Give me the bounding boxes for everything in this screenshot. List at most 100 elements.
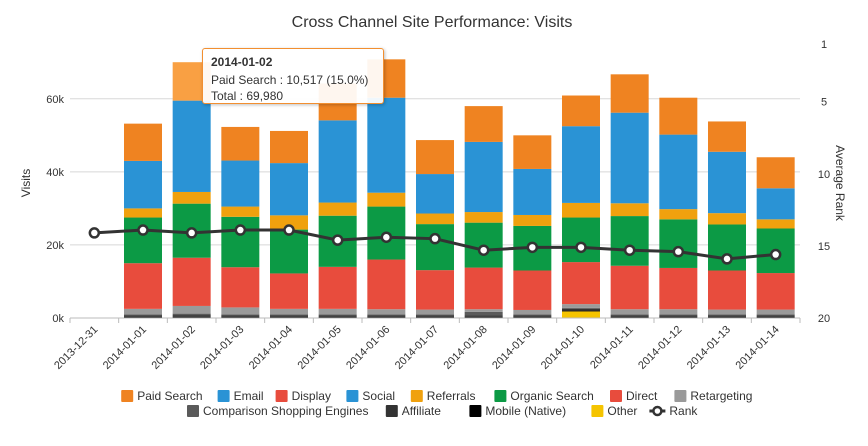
bar-segment-affiliate[interactable] xyxy=(708,315,746,317)
bar-segment-email[interactable] xyxy=(659,134,698,210)
bar-segment-affiliate[interactable] xyxy=(464,315,503,317)
bar-segment-organic-search[interactable] xyxy=(659,219,698,268)
bar-segment-organic-search[interactable] xyxy=(270,229,308,274)
rank-point[interactable] xyxy=(283,224,295,236)
legend-item-retargeting[interactable]: Retargeting xyxy=(674,389,752,403)
bar-segment-email[interactable] xyxy=(610,112,649,204)
bar-segment-referrals[interactable] xyxy=(562,202,600,218)
bar-segment-affiliate[interactable] xyxy=(221,315,260,317)
bar-segment-direct[interactable] xyxy=(416,270,454,310)
bar-segment-referrals[interactable] xyxy=(513,214,552,226)
bar-segment-affiliate[interactable] xyxy=(367,315,406,317)
bar-segment-affiliate[interactable] xyxy=(562,308,600,311)
bar-segment-mobile-native[interactable] xyxy=(221,316,260,318)
bar-segment-mobile-native[interactable] xyxy=(367,316,406,318)
bar-segment-email[interactable] xyxy=(270,163,308,216)
bar-segment-retargeting[interactable] xyxy=(464,309,503,312)
bar-segment-mobile-native[interactable] xyxy=(659,316,698,318)
bar-segment-email[interactable] xyxy=(172,100,211,192)
bar-segment-paid-search[interactable] xyxy=(659,97,698,135)
bar-segment-direct[interactable] xyxy=(610,265,649,310)
bar-segment-comparison-shopping-engines[interactable] xyxy=(221,314,260,316)
rank-point[interactable] xyxy=(623,244,636,256)
bar-segment-direct[interactable] xyxy=(562,262,600,305)
bar-segment-referrals[interactable] xyxy=(270,215,308,230)
bar-segment-retargeting[interactable] xyxy=(562,304,600,308)
bar-segment-affiliate[interactable] xyxy=(659,315,698,317)
legend-item-social[interactable]: Social xyxy=(346,389,395,403)
bar-segment-affiliate[interactable] xyxy=(270,315,308,317)
rank-point[interactable] xyxy=(769,248,782,261)
bar-segment-referrals[interactable] xyxy=(708,213,746,225)
bar-segment-mobile-native[interactable] xyxy=(708,316,746,318)
bar-segment-referrals[interactable] xyxy=(756,219,795,229)
bar-segment-retargeting[interactable] xyxy=(221,307,260,315)
legend-item-email[interactable]: Email xyxy=(217,389,264,403)
rank-point[interactable] xyxy=(380,231,393,243)
rank-point[interactable] xyxy=(88,227,101,239)
legend-item-mobile-native[interactable]: Mobile (Native) xyxy=(469,404,566,418)
bar-segment-retargeting[interactable] xyxy=(172,305,211,314)
rank-line[interactable] xyxy=(88,224,782,265)
bar-segment-paid-search[interactable] xyxy=(124,123,162,161)
bar-segment-retargeting[interactable] xyxy=(756,309,795,315)
bar-segment-referrals[interactable] xyxy=(659,209,698,220)
bar-segment-paid-search[interactable] xyxy=(756,157,795,189)
legend-item-referrals[interactable]: Referrals xyxy=(410,389,476,403)
bar-segment-direct[interactable] xyxy=(172,257,211,306)
bar-segment-paid-search[interactable] xyxy=(562,95,600,127)
bar-segment-direct[interactable] xyxy=(318,266,357,309)
bar-segment-email[interactable] xyxy=(756,188,795,220)
bar-segment-referrals[interactable] xyxy=(610,203,649,217)
bar-segment-retargeting[interactable] xyxy=(659,309,698,315)
bar-segment-direct[interactable] xyxy=(124,263,162,309)
bar-segment-mobile-native[interactable] xyxy=(610,316,649,318)
bar-segment-retargeting[interactable] xyxy=(513,309,552,315)
legend-item-paid-search[interactable]: Paid Search xyxy=(121,389,203,403)
bar-segment-direct[interactable] xyxy=(756,273,795,310)
bar-segment-paid-search[interactable] xyxy=(270,130,308,164)
bar-segment-comparison-shopping-engines[interactable] xyxy=(464,311,503,316)
rank-point[interactable] xyxy=(331,234,344,246)
bar-segment-mobile-native[interactable] xyxy=(464,316,503,318)
bar-segment-referrals[interactable] xyxy=(464,212,503,223)
bar-segment-direct[interactable] xyxy=(221,267,260,308)
bar-segment-retargeting[interactable] xyxy=(416,309,454,315)
rank-point[interactable] xyxy=(185,227,198,239)
bar-segment-paid-search[interactable] xyxy=(610,74,649,113)
bar-segment-organic-search[interactable] xyxy=(610,216,649,266)
bar-segment-paid-search[interactable] xyxy=(513,135,552,169)
rank-point[interactable] xyxy=(672,245,685,258)
bar-segment-referrals[interactable] xyxy=(416,213,454,225)
bar-segment-retargeting[interactable] xyxy=(318,308,357,315)
bar-segment-affiliate[interactable] xyxy=(318,315,357,317)
bar-segment-organic-search[interactable] xyxy=(416,224,454,271)
rank-point[interactable] xyxy=(575,241,587,254)
legend-item-affiliate[interactable]: Affiliate xyxy=(385,404,441,418)
bar-segment-referrals[interactable] xyxy=(221,206,260,217)
legend-item-other[interactable]: Other xyxy=(591,404,637,418)
bar-segment-retargeting[interactable] xyxy=(708,309,746,315)
bar-segment-paid-search[interactable] xyxy=(464,106,503,142)
bar-segment-affiliate[interactable] xyxy=(756,315,795,317)
bar-segment-direct[interactable] xyxy=(367,259,406,310)
bar-segment-comparison-shopping-engines[interactable] xyxy=(562,307,600,309)
rank-point[interactable] xyxy=(721,253,733,265)
legend-item-rank[interactable]: Rank xyxy=(649,404,698,418)
bar-segment-mobile-native[interactable] xyxy=(562,310,600,312)
bar-segment-comparison-shopping-engines[interactable] xyxy=(659,314,698,316)
bar-segment-mobile-native[interactable] xyxy=(172,316,211,318)
rank-point[interactable] xyxy=(477,244,490,256)
bar-segment-email[interactable] xyxy=(367,97,406,193)
bar-segment-mobile-native[interactable] xyxy=(270,316,308,318)
bar-segment-affiliate[interactable] xyxy=(124,315,162,317)
legend[interactable]: Paid Search Email Display Social Referrals Or… xyxy=(121,389,752,418)
rank-point[interactable] xyxy=(137,224,149,236)
bar-segment-email[interactable] xyxy=(318,120,357,203)
bar-segment-email[interactable] xyxy=(513,168,552,215)
bar-segment-mobile-native[interactable] xyxy=(416,316,454,318)
bar-segment-referrals[interactable] xyxy=(367,192,406,207)
bar-segment-paid-search[interactable] xyxy=(221,126,260,161)
bar-segment-email[interactable] xyxy=(562,126,600,203)
bar-segment-mobile-native[interactable] xyxy=(318,316,357,318)
